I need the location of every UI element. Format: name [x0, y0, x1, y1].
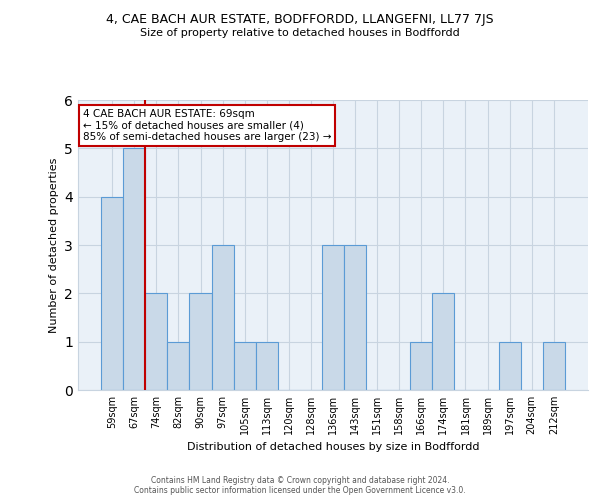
Bar: [543, 342, 565, 390]
Bar: [344, 245, 366, 390]
Bar: [212, 245, 233, 390]
Bar: [433, 294, 454, 390]
Bar: [499, 342, 521, 390]
Text: Contains HM Land Registry data © Crown copyright and database right 2024.
Contai: Contains HM Land Registry data © Crown c…: [134, 476, 466, 495]
Bar: [190, 294, 212, 390]
Bar: [410, 342, 433, 390]
Bar: [256, 342, 278, 390]
Text: Distribution of detached houses by size in Bodffordd: Distribution of detached houses by size …: [187, 442, 479, 452]
Bar: [145, 294, 167, 390]
Y-axis label: Number of detached properties: Number of detached properties: [49, 158, 59, 332]
Bar: [167, 342, 190, 390]
Bar: [101, 196, 123, 390]
Bar: [233, 342, 256, 390]
Bar: [322, 245, 344, 390]
Text: Size of property relative to detached houses in Bodffordd: Size of property relative to detached ho…: [140, 28, 460, 38]
Bar: [123, 148, 145, 390]
Text: 4, CAE BACH AUR ESTATE, BODFFORDD, LLANGEFNI, LL77 7JS: 4, CAE BACH AUR ESTATE, BODFFORDD, LLANG…: [106, 12, 494, 26]
Text: 4 CAE BACH AUR ESTATE: 69sqm
← 15% of detached houses are smaller (4)
85% of sem: 4 CAE BACH AUR ESTATE: 69sqm ← 15% of de…: [83, 108, 332, 142]
